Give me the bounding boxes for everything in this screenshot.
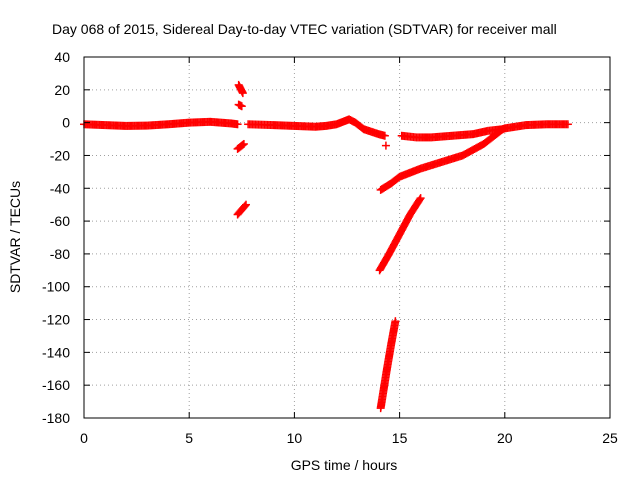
data-point [391, 317, 400, 326]
y-tick-label: -100 [42, 279, 70, 295]
data-point [380, 131, 389, 140]
y-tick-label: -140 [42, 344, 70, 360]
data-point [241, 201, 250, 210]
y-tick-label: -120 [42, 312, 70, 328]
y-tick-label: 20 [54, 82, 70, 98]
data-point [238, 140, 247, 149]
y-tick-label: 40 [54, 49, 70, 65]
data-point [239, 139, 248, 148]
y-tick-label: 0 [62, 115, 70, 131]
data-point [233, 120, 242, 129]
data-point [381, 141, 390, 150]
y-tick-label: -20 [50, 147, 70, 163]
y-tick-label: -40 [50, 180, 70, 196]
data-point [238, 89, 247, 98]
chart-title: Day 068 of 2015, Sidereal Day-to-day VTE… [52, 21, 557, 37]
x-tick-label: 0 [80, 430, 88, 446]
y-tick-label: -80 [50, 246, 70, 262]
data-points [80, 80, 572, 413]
axis-ticks: 0 5 10 15 20 25 -180 -160 -140 -120 -100 -80 -60 -40 -… [42, 49, 618, 446]
x-axis-label: GPS time / hours [291, 457, 398, 473]
data-point [237, 102, 246, 111]
x-tick-label: 10 [287, 430, 303, 446]
x-tick-label: 5 [185, 430, 193, 446]
grid [84, 57, 610, 418]
y-tick-label: -160 [42, 377, 70, 393]
x-tick-label: 25 [602, 430, 618, 446]
y-tick-label: -60 [50, 213, 70, 229]
data-point [415, 195, 424, 204]
y-axis-label: SDTVAR / TECUs [7, 181, 23, 293]
x-tick-label: 15 [392, 430, 408, 446]
data-point [563, 120, 572, 129]
y-tick-label: -180 [42, 410, 70, 426]
x-tick-label: 20 [497, 430, 513, 446]
data-point [242, 200, 251, 209]
data-point [416, 194, 425, 203]
plot-frame [83, 56, 611, 419]
